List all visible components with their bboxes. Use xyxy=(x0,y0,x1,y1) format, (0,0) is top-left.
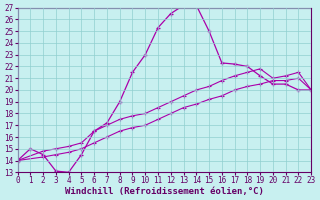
X-axis label: Windchill (Refroidissement éolien,°C): Windchill (Refroidissement éolien,°C) xyxy=(65,187,264,196)
